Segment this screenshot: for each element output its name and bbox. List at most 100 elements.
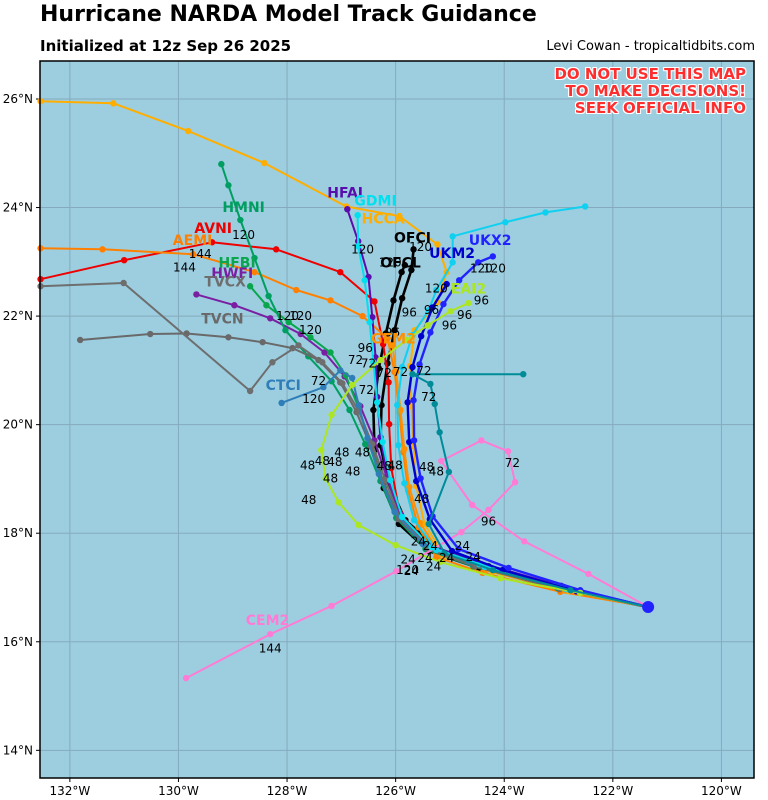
- track-point-UKM2: [448, 547, 456, 555]
- track-point-CTCI: [349, 374, 356, 382]
- forecast-hour-label: 24: [404, 564, 419, 578]
- track-point-OFCL: [370, 406, 377, 414]
- forecast-hour-label: 72: [421, 390, 436, 404]
- track-point-HWFI: [193, 291, 200, 298]
- forecast-hour-label: 24: [439, 551, 454, 565]
- track-point-EAI2: [465, 299, 472, 307]
- track-point-AEMI: [327, 297, 334, 304]
- track-point-GEM2: [397, 406, 404, 414]
- forecast-hour-label: 48: [301, 493, 316, 507]
- x-tick-label: 120°W: [701, 784, 742, 798]
- forecast-hour-label: 72: [377, 366, 392, 380]
- model-label-HFBI: HFBI: [219, 255, 256, 271]
- model-label-HMNI: HMNI: [222, 200, 265, 216]
- model-label-UKX2: UKX2: [469, 233, 512, 249]
- track-point-UKX2: [417, 475, 424, 482]
- track-point-UKX2: [427, 329, 434, 336]
- forecast-hour-label: 24: [411, 534, 426, 548]
- forecast-hour-label: 144: [259, 641, 282, 655]
- track-point-EAI2: [392, 541, 399, 549]
- track-point-CTCI: [364, 435, 371, 442]
- forecast-hour-label: 48: [429, 464, 444, 478]
- forecast-hour-label: 48: [414, 492, 429, 506]
- track-point-UKX2: [455, 277, 463, 284]
- forecast-hour-label: 144: [173, 260, 196, 274]
- model-label-CTCI: CTCI: [266, 378, 301, 394]
- track-point-TVCX: [319, 359, 326, 366]
- track-point-HWFI: [267, 315, 274, 322]
- forecast-hour-label: 72: [393, 365, 408, 379]
- track-point-HFBI: [285, 318, 292, 326]
- forecast-hour-label: 48: [377, 459, 392, 473]
- x-tick-label: 122°W: [592, 784, 633, 798]
- track-point-AVNI: [371, 298, 378, 305]
- forecast-hour-label: 24: [417, 551, 432, 565]
- track-point-HWFI: [231, 302, 238, 309]
- track-point-EAI2: [349, 381, 356, 389]
- track-point-HMNI: [237, 216, 244, 224]
- track-point-UKX2: [410, 437, 418, 444]
- track-point-HFBI: [246, 283, 254, 290]
- init-time-subtitle: Initialized at 12z Sep 26 2025: [40, 37, 292, 55]
- y-tick-label: 18°N: [3, 526, 33, 540]
- forecast-hour-label: 48: [300, 458, 315, 472]
- track-point-CEM2: [438, 457, 445, 465]
- track-point-HMNI: [362, 440, 369, 448]
- x-tick-label: 132°W: [49, 784, 90, 798]
- track-point-HFAI: [344, 205, 351, 213]
- track-point-UKM2: [417, 332, 425, 340]
- forecast-hour-label: 24: [466, 550, 481, 564]
- x-tick-label: 130°W: [158, 784, 199, 798]
- track-line-UKX2: [412, 255, 650, 609]
- track-point-OFCL: [375, 365, 383, 372]
- track-point-AVNI: [385, 379, 392, 386]
- track-point-AVNI: [337, 268, 344, 276]
- track-point-CEM2: [469, 501, 476, 509]
- track-point-TVCN: [147, 330, 154, 338]
- y-tick-label: 26°N: [3, 92, 33, 106]
- model-label-OFCI: OFCI: [394, 230, 431, 246]
- forecast-hour-label: 24: [426, 559, 441, 573]
- x-tick-label: 128°W: [267, 784, 308, 798]
- forecast-hour-label: 48: [323, 471, 338, 485]
- x-tick-label: 126°W: [375, 784, 416, 798]
- forecast-hour-label: 96: [457, 308, 472, 322]
- track-point-AVNI: [208, 239, 216, 246]
- track-point-CEM2: [511, 478, 519, 486]
- track-point-OFCI: [391, 327, 398, 334]
- track-point-UKX2: [505, 564, 512, 572]
- forecast-hour-label: 24: [455, 539, 470, 553]
- track-point-unlabeled: [449, 233, 456, 240]
- model-label-OFCL: OFCL: [380, 255, 421, 271]
- track-point-EAI2: [497, 575, 504, 582]
- forecast-hour-label: 144: [189, 247, 212, 261]
- track-point-CEM2: [267, 630, 274, 638]
- track-point-UKM2: [404, 399, 411, 406]
- track-point-AVNI: [272, 246, 280, 253]
- track-point-HMNI: [218, 160, 225, 168]
- track-point-TVCX: [120, 279, 127, 287]
- forecast-hour-label: 48: [345, 464, 360, 478]
- track-point-OFCI: [408, 266, 415, 274]
- forecast-hour-label: 72: [361, 356, 376, 370]
- track-point-GDMI: [398, 513, 406, 521]
- forecast-hour-label: 120: [276, 309, 299, 323]
- track-point-GDMI: [373, 399, 381, 406]
- model-label-CEM2: CEM2: [246, 613, 290, 629]
- track-point-GEM2: [389, 342, 396, 349]
- track-point-CEM2: [504, 448, 512, 455]
- track-point-EAI2: [447, 308, 454, 315]
- forecast-hour-label: 48: [315, 454, 330, 468]
- track-point-HFBI: [307, 334, 314, 341]
- warning-text: DO NOT USE THIS MAP TO MAKE DECISIONS! SEE…: [554, 66, 746, 117]
- forecast-hour-label: 96: [474, 293, 489, 307]
- track-point-AEMI: [359, 312, 366, 320]
- track-point-AVNI: [379, 341, 387, 348]
- track-point-unlabeled: [433, 286, 440, 294]
- forecast-hour-label: 96: [424, 303, 439, 317]
- track-point-AVNI: [385, 420, 393, 428]
- y-tick-label: 16°N: [3, 635, 33, 649]
- track-point-EAI2: [424, 322, 431, 329]
